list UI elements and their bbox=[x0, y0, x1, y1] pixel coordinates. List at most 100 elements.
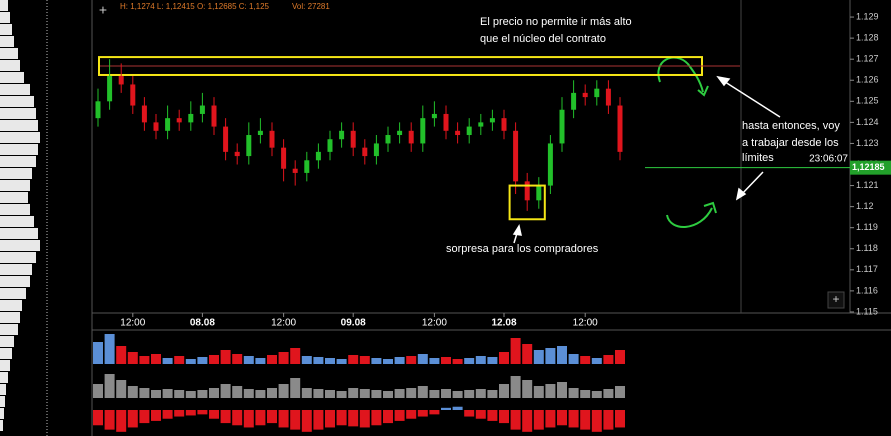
volume-bar bbox=[255, 358, 266, 364]
candle-body bbox=[350, 130, 356, 148]
delta-bar bbox=[429, 410, 440, 415]
volume-bar bbox=[406, 356, 417, 364]
volume-bar bbox=[162, 358, 173, 364]
total-volume-bar bbox=[93, 384, 103, 398]
total-volume-bar bbox=[580, 390, 591, 398]
hand-arrow bbox=[666, 207, 713, 228]
add-button[interactable]: + bbox=[99, 2, 107, 18]
delta-bar bbox=[371, 410, 382, 426]
volume-bar bbox=[267, 355, 277, 364]
volume-bar bbox=[278, 352, 289, 364]
profile-bar bbox=[0, 72, 24, 83]
price-label: 1,12185 bbox=[852, 162, 885, 172]
profile-bar bbox=[0, 180, 30, 191]
total-volume-bar bbox=[522, 380, 533, 398]
candle-body bbox=[269, 130, 275, 148]
profile-bar bbox=[0, 48, 18, 59]
total-volume-bar bbox=[255, 390, 266, 398]
profile-bar bbox=[0, 264, 32, 275]
y-tick-label: 1.124 bbox=[856, 117, 879, 127]
volume-bar bbox=[475, 356, 486, 364]
y-tick-label: 1.117 bbox=[856, 264, 878, 274]
delta-bar bbox=[336, 410, 347, 426]
total-volume-bar bbox=[499, 384, 509, 398]
candle-body bbox=[315, 151, 321, 161]
dip-box bbox=[508, 184, 546, 221]
candle-body bbox=[524, 181, 530, 201]
delta-bar bbox=[487, 410, 498, 421]
total-volume-bar bbox=[359, 389, 370, 398]
delta-bar bbox=[301, 410, 312, 432]
total-volume-bar bbox=[394, 389, 405, 398]
profile-bar bbox=[0, 132, 40, 143]
volume-bar bbox=[220, 350, 231, 364]
volume-bar bbox=[348, 355, 359, 364]
profile-bar bbox=[0, 156, 36, 167]
candle-body bbox=[362, 147, 368, 157]
delta-bar bbox=[510, 410, 521, 430]
delta-bar bbox=[475, 410, 486, 419]
profile-bar bbox=[0, 0, 8, 11]
zoom-button[interactable] bbox=[827, 291, 845, 309]
delta-bar bbox=[151, 410, 161, 421]
x-tick-label: 12:00 bbox=[120, 318, 145, 329]
delta-bar bbox=[522, 410, 533, 432]
y-tick-label: 1.119 bbox=[856, 222, 878, 232]
total-volume-bar bbox=[452, 391, 463, 398]
delta-bar bbox=[116, 410, 127, 432]
green-marks bbox=[657, 56, 717, 228]
candle-body bbox=[211, 105, 217, 127]
total-volume-bar bbox=[325, 390, 335, 398]
delta-bar bbox=[348, 410, 359, 427]
delta-bar bbox=[104, 410, 115, 430]
volume-bar bbox=[174, 356, 185, 364]
volume-bar bbox=[325, 358, 335, 364]
candle-body bbox=[165, 118, 171, 131]
profile-bar bbox=[0, 168, 32, 179]
profile-bar bbox=[0, 300, 22, 311]
price-box bbox=[850, 160, 891, 175]
volume-bar bbox=[591, 358, 602, 364]
volume-bar bbox=[580, 356, 591, 364]
annotation: que el núcleo del contrato bbox=[480, 33, 606, 45]
total-volume-bar bbox=[545, 384, 556, 398]
total-volume-bar bbox=[301, 388, 312, 398]
profile-bar bbox=[0, 312, 20, 323]
x-tick-label: 08.08 bbox=[190, 318, 215, 329]
time-label: 23:06:07 bbox=[809, 153, 848, 164]
delta-bar bbox=[93, 410, 103, 426]
delta-bar bbox=[359, 410, 370, 428]
y-tick-label: 1.12 bbox=[856, 201, 874, 211]
total-volume-bar bbox=[371, 390, 382, 398]
total-volume-bar bbox=[603, 389, 614, 398]
total-volume-bar bbox=[232, 386, 243, 398]
profile-bar bbox=[0, 84, 30, 95]
total-volume-bar bbox=[220, 384, 231, 398]
total-volume-bar bbox=[406, 388, 417, 398]
candle-body bbox=[95, 101, 101, 119]
y-tick-label: 1.115 bbox=[856, 306, 878, 316]
total-volume-bar bbox=[336, 391, 347, 398]
candle-body bbox=[188, 113, 194, 123]
delta-bar bbox=[603, 410, 614, 430]
profile-bar bbox=[0, 336, 14, 347]
volume-bar bbox=[232, 354, 243, 364]
delta-bar bbox=[394, 410, 405, 421]
y-tick-label: 1.127 bbox=[856, 54, 879, 64]
volume-bar bbox=[615, 350, 625, 364]
total-volume-bar bbox=[533, 386, 544, 398]
volume-bar bbox=[499, 352, 509, 364]
annotation: El precio no permite ir más alto bbox=[480, 16, 632, 28]
total-volume-bar bbox=[615, 386, 625, 398]
y-tick-label: 1.118 bbox=[856, 243, 878, 253]
ohlc-info: H: 1,1274 L: 1,12415 O: 1,12685 C: 1,125 bbox=[120, 2, 270, 11]
volume-bar bbox=[603, 355, 614, 364]
volume-bar bbox=[209, 355, 219, 364]
annotation: sorpresa para los compradores bbox=[446, 243, 599, 255]
delta-bar bbox=[568, 410, 579, 428]
x-tick-label: 12.08 bbox=[491, 318, 516, 329]
candle-body bbox=[257, 130, 263, 136]
annotation: hasta entonces, voy bbox=[742, 120, 840, 132]
y-tick-label: 1.121 bbox=[856, 180, 879, 190]
total-volume-bar bbox=[383, 391, 393, 398]
